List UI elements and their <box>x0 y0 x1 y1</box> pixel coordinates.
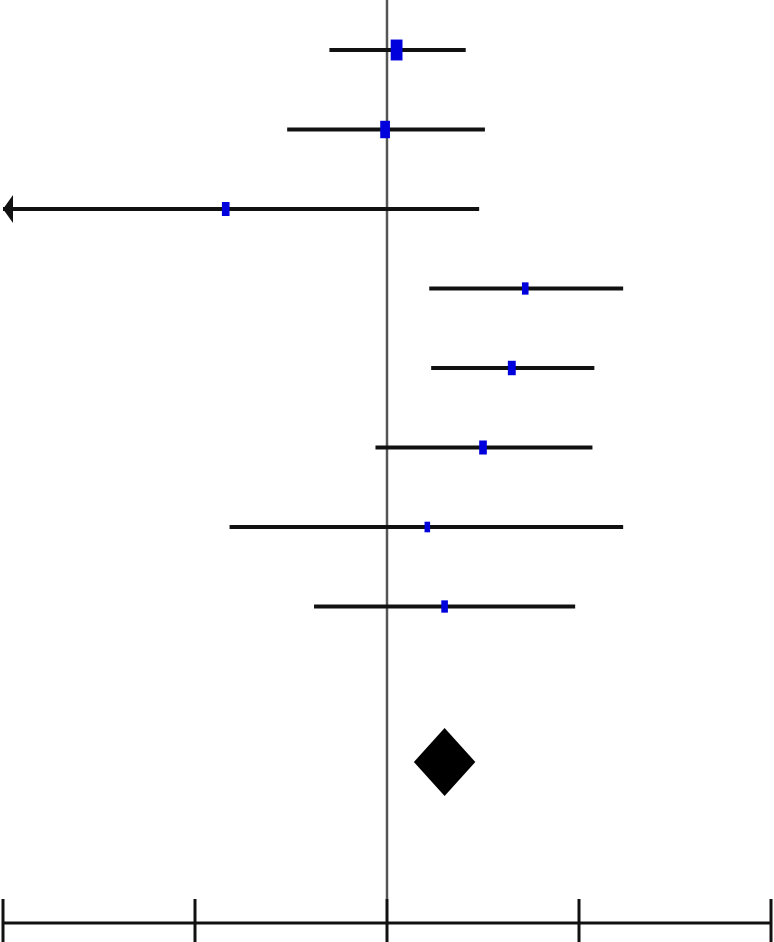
study-row <box>431 360 595 376</box>
study-row <box>329 39 466 61</box>
point-estimate <box>390 39 403 61</box>
point-estimate <box>221 201 230 217</box>
point-estimate <box>507 360 516 376</box>
study-row <box>375 440 593 455</box>
study-row <box>314 600 576 613</box>
study-row <box>287 120 485 139</box>
study-row <box>429 282 624 295</box>
point-estimate <box>424 521 431 533</box>
study-row <box>229 521 624 533</box>
pooled-diamond <box>413 728 476 796</box>
study-rows <box>3 39 624 613</box>
point-estimate <box>380 120 390 139</box>
point-estimate <box>441 600 448 613</box>
point-estimate <box>479 440 487 455</box>
x-axis <box>1 899 773 942</box>
pooled-estimate-layer <box>413 728 476 796</box>
study-row <box>3 195 480 223</box>
truncation-arrow <box>3 195 13 223</box>
point-estimate <box>521 282 529 295</box>
